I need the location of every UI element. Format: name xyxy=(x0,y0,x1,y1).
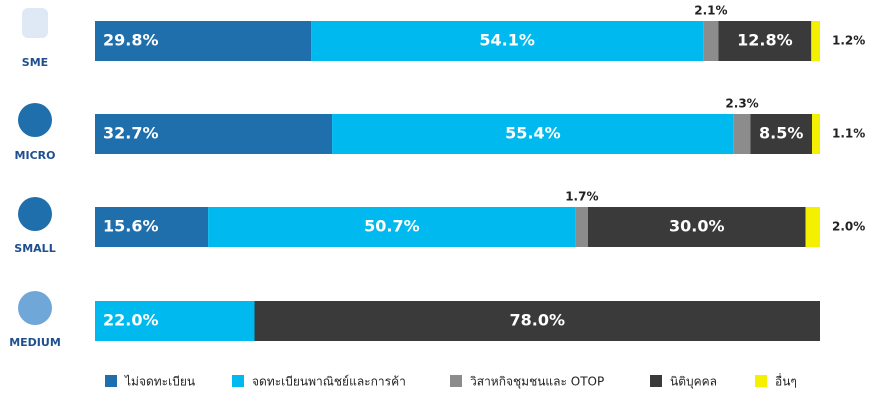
legend-swatch xyxy=(105,375,117,387)
legend-label: ไม่จดทะเบียน xyxy=(124,375,195,389)
bar-segment xyxy=(95,207,209,247)
icon xyxy=(22,8,48,38)
legend-swatch xyxy=(650,375,662,387)
category-label: MEDIUM xyxy=(9,336,61,349)
legend-swatch xyxy=(232,375,244,387)
value-label: 2.0% xyxy=(832,220,865,234)
value-label: 55.4% xyxy=(505,124,561,143)
category-label: SME xyxy=(22,56,48,69)
bar-segment xyxy=(733,114,751,154)
value-label: 22.0% xyxy=(103,311,159,330)
legend-label: อื่นๆ xyxy=(775,373,797,389)
value-label: 78.0% xyxy=(509,311,565,330)
value-label: 1.1% xyxy=(832,127,865,141)
value-label: 30.0% xyxy=(669,217,725,236)
bar-segment xyxy=(703,21,719,61)
icon xyxy=(18,103,52,137)
value-label: 29.8% xyxy=(103,31,159,50)
icon xyxy=(18,197,52,231)
value-label: 15.6% xyxy=(103,217,159,236)
category-label: SMALL xyxy=(14,242,55,255)
bar-segment xyxy=(588,207,806,247)
value-label: 32.7% xyxy=(103,124,159,143)
bar-segment xyxy=(718,21,812,61)
value-label: 2.1% xyxy=(694,4,727,18)
value-label: 1.7% xyxy=(565,190,598,204)
value-label: 12.8% xyxy=(737,31,793,50)
category-label: MICRO xyxy=(15,149,56,162)
bar-segment xyxy=(95,114,333,154)
bar-segment xyxy=(254,301,820,341)
icons xyxy=(18,8,52,325)
legend-swatch xyxy=(755,375,767,387)
value-label: 54.1% xyxy=(479,31,535,50)
bar-segment xyxy=(208,207,576,247)
legend-label: นิติบุคคล xyxy=(670,375,717,390)
legend-swatch xyxy=(450,375,462,387)
bar-segment xyxy=(95,301,255,341)
value-label: 1.2% xyxy=(832,34,865,48)
bar-segment xyxy=(805,207,820,247)
legend-label: วิสาหกิจชุมชนและ OTOP xyxy=(470,375,604,390)
icon xyxy=(18,291,52,325)
bar-segment xyxy=(575,207,588,247)
bar-segment xyxy=(812,114,820,154)
value-label: 2.3% xyxy=(725,97,758,111)
bar-segment xyxy=(95,21,312,61)
legend-label: จดทะเบียนพาณิชย์และการค้า xyxy=(252,375,406,389)
bar-segment xyxy=(332,114,734,154)
bar-segment xyxy=(750,114,813,154)
bar-segment xyxy=(311,21,704,61)
bar-segment xyxy=(811,21,820,61)
value-label: 50.7% xyxy=(364,217,420,236)
value-label: 8.5% xyxy=(759,124,803,143)
